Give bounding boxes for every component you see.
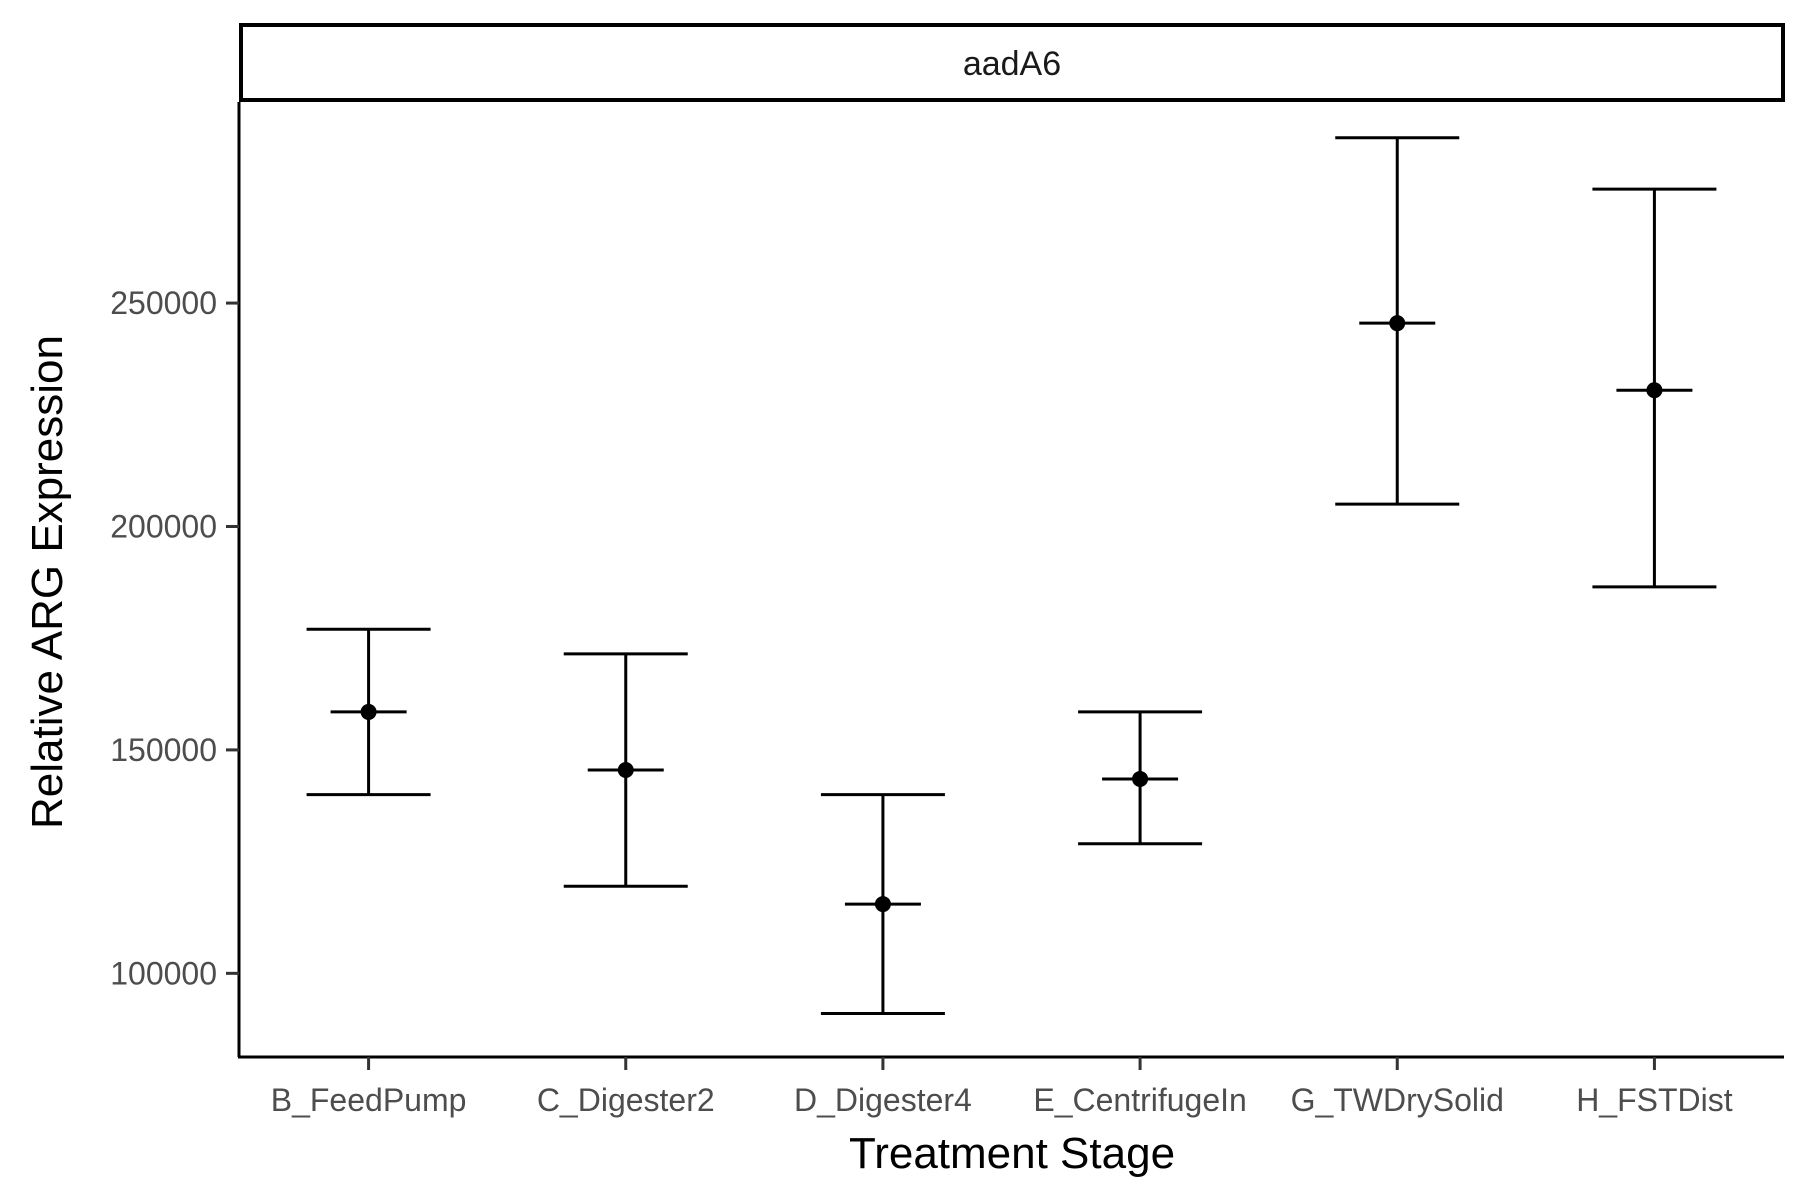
facet-strip: aadA6	[239, 23, 1785, 102]
y-tick-label: 200000	[110, 508, 217, 544]
data-point	[1646, 382, 1663, 399]
data-point	[360, 703, 377, 720]
error-bar-group	[1078, 710, 1203, 846]
x-tick-label: B_FeedPump	[271, 1082, 467, 1118]
x-axis-title: Treatment Stage	[849, 1129, 1175, 1178]
data-point	[617, 762, 634, 779]
error-bar-group	[563, 652, 688, 888]
facet-strip-box	[239, 23, 1785, 102]
x-ticks: B_FeedPump C_Digester2 D_Digester4 E_Centri…	[271, 1057, 1733, 1118]
error-bar-group	[306, 627, 431, 797]
y-tick-label: 250000	[110, 285, 217, 321]
y-axis-title: Relative ARG Expression	[23, 335, 72, 829]
plot-marks	[306, 136, 1717, 1016]
error-bar-group	[1592, 187, 1717, 589]
data-point	[1389, 315, 1406, 332]
y-tick-label: 150000	[110, 732, 217, 768]
x-tick-label: G_TWDrySolid	[1291, 1082, 1504, 1118]
x-tick-label: D_Digester4	[794, 1082, 972, 1118]
data-point	[874, 896, 891, 913]
x-tick-label: H_FSTDist	[1576, 1082, 1733, 1118]
facet-strip-label: aadA6	[963, 45, 1061, 83]
y-ticks: 100000 150000 200000 250000	[110, 285, 239, 991]
y-tick-label: 100000	[110, 955, 217, 991]
y-axis: 100000 150000 200000 250000	[110, 102, 241, 1057]
data-point	[1132, 770, 1149, 787]
x-axis: B_FeedPump C_Digester2 D_Digester4 E_Centri…	[238, 1055, 1784, 1118]
error-bar-group	[820, 793, 945, 1016]
x-tick-label: E_CentrifugeIn	[1033, 1082, 1246, 1118]
x-tick-label: C_Digester2	[537, 1082, 715, 1118]
error-bar-group	[1335, 136, 1460, 506]
